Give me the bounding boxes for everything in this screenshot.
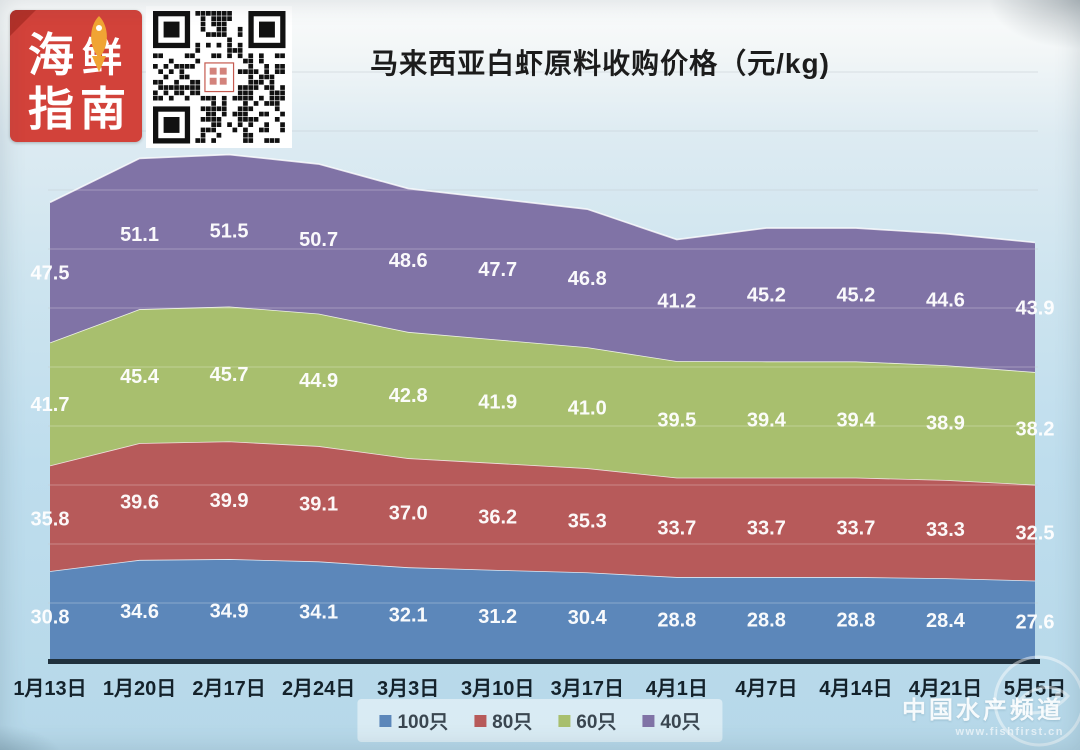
data-label: 31.2 [478, 606, 517, 628]
data-label: 30.4 [568, 607, 608, 629]
data-label: 47.5 [31, 262, 70, 284]
x-tick-label: 3月17日 [551, 678, 624, 700]
fish-icon [91, 16, 107, 72]
legend-item: 60只 [558, 707, 616, 734]
data-label: 51.5 [210, 221, 249, 243]
area-40只 [50, 154, 1035, 373]
data-label: 38.9 [926, 413, 965, 435]
data-label: 41.0 [568, 398, 607, 420]
chart-title: 马来西亚白虾原料收购价格（元/kg) [370, 48, 830, 79]
area-100只 [50, 559, 1035, 662]
data-label: 36.2 [478, 507, 517, 529]
data-label: 28.8 [657, 610, 696, 632]
data-label: 28.4 [926, 610, 966, 632]
data-label: 44.6 [926, 289, 965, 311]
data-label: 33.7 [747, 517, 786, 539]
legend-label: 100只 [397, 712, 449, 733]
data-label: 51.1 [120, 224, 159, 246]
legend-label: 80只 [492, 712, 533, 733]
watermark-brand: 中国水产频道 [902, 697, 1064, 724]
data-label: 27.6 [1016, 611, 1055, 633]
data-label: 28.8 [836, 610, 875, 632]
data-label: 33.7 [836, 517, 875, 539]
data-label: 34.9 [210, 601, 249, 623]
data-label: 47.7 [478, 259, 517, 281]
data-label: 39.6 [120, 492, 159, 514]
legend-swatch [474, 714, 487, 727]
x-tick-label: 1月13日 [13, 678, 86, 700]
data-label: 41.7 [31, 394, 70, 416]
fish-circle-icon [993, 655, 1080, 747]
data-label: 43.9 [1016, 297, 1055, 319]
data-label: 39.5 [657, 409, 696, 431]
legend-item: 100只 [379, 707, 448, 734]
logo-char: 指 [28, 83, 74, 135]
qr-code [146, 6, 292, 148]
data-label: 39.9 [210, 490, 249, 512]
legend-label: 40只 [660, 712, 701, 733]
data-label: 37.0 [389, 503, 428, 525]
data-label: 39.1 [299, 494, 338, 516]
data-label: 35.3 [568, 510, 607, 532]
data-label: 39.4 [747, 410, 787, 432]
data-label: 34.1 [299, 602, 338, 624]
legend-item: 40只 [642, 707, 701, 734]
data-label: 28.8 [747, 610, 786, 632]
data-label: 45.2 [747, 285, 786, 307]
x-tick-label: 4月7日 [735, 678, 797, 700]
x-tick-label: 4月1日 [646, 678, 708, 700]
legend-swatch [379, 714, 392, 727]
x-tick-label: 4月14日 [819, 678, 892, 700]
logo-char: 海 [28, 29, 74, 81]
data-label: 34.6 [120, 601, 159, 623]
data-label: 45.4 [120, 366, 160, 388]
data-label: 45.2 [836, 285, 875, 307]
watermark-url: www.fishfirst.cn [955, 726, 1064, 738]
x-tick-label: 2月24日 [282, 678, 355, 700]
watermark: 中国水产频道 www.fishfirst.cn [902, 655, 1080, 747]
x-tick-label: 3月10日 [461, 678, 534, 700]
area-border [49, 153, 1036, 244]
data-label: 41.2 [657, 290, 696, 312]
legend-label: 60只 [576, 712, 617, 733]
legend-swatch [558, 714, 571, 727]
data-label: 50.7 [299, 229, 338, 251]
data-label: 45.7 [210, 364, 249, 386]
area-80只 [50, 441, 1035, 581]
data-label: 39.4 [836, 410, 876, 432]
data-label: 32.1 [389, 605, 428, 627]
logo-fold-corner [10, 10, 36, 36]
legend-swatch [642, 714, 655, 727]
seafood-guide-logo: 海 鲜 指 南 [10, 10, 142, 142]
data-label: 38.2 [1016, 418, 1055, 440]
data-label: 32.5 [1016, 523, 1055, 545]
area-60只 [50, 306, 1035, 485]
logo-char: 南 [80, 83, 126, 135]
x-tick-label: 3月3日 [377, 678, 439, 700]
data-label: 42.8 [389, 385, 428, 407]
data-label: 48.6 [389, 250, 428, 272]
x-tick-label: 4月21日 [909, 678, 982, 700]
x-axis-line [48, 659, 1040, 664]
data-label: 44.9 [299, 370, 338, 392]
data-label: 35.8 [31, 508, 70, 530]
legend-item: 80只 [474, 707, 532, 734]
x-tick-label: 2月17日 [192, 678, 265, 700]
data-label: 33.7 [657, 517, 696, 539]
data-label: 33.3 [926, 519, 965, 541]
chart-legend: 100只 80只 60只 40只 [357, 699, 723, 742]
data-label: 46.8 [568, 268, 607, 290]
data-label: 30.8 [31, 607, 70, 629]
x-tick-label: 5月5日 [1004, 678, 1066, 700]
data-label: 41.9 [478, 391, 517, 413]
x-tick-label: 1月20日 [103, 678, 176, 700]
